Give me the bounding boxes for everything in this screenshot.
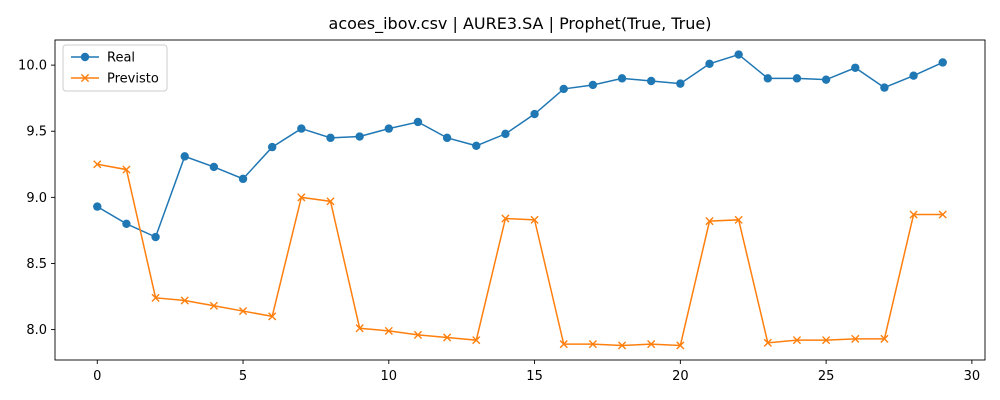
series-previsto xyxy=(93,160,947,350)
data-point xyxy=(413,117,423,127)
data-point xyxy=(676,341,685,350)
data-point xyxy=(617,74,627,83)
data-point xyxy=(151,293,160,302)
x-tick-label: 0 xyxy=(93,369,101,384)
data-point xyxy=(705,59,714,69)
data-point xyxy=(384,326,393,336)
data-point xyxy=(326,197,335,206)
data-point xyxy=(559,84,568,94)
data-point xyxy=(792,336,802,345)
data-point xyxy=(880,334,889,343)
data-point xyxy=(909,210,918,219)
series-line-previsto xyxy=(97,163,943,347)
legend-label: Previsto xyxy=(107,72,159,87)
legend-marker xyxy=(80,52,90,62)
data-point xyxy=(763,338,772,347)
data-point xyxy=(151,232,160,242)
axes: 0 5 10 15 20 25 30 8.0 8.5 9.0 9.5 10.0 xyxy=(18,39,986,384)
x-tick-label: 30 xyxy=(964,369,981,384)
data-point xyxy=(792,74,802,83)
y-tick-label: 8.5 xyxy=(26,257,47,272)
chart-title: acoes_ibov.csv | AURE3.SA | Prophet(True… xyxy=(329,14,712,34)
data-point xyxy=(763,74,773,83)
data-point xyxy=(501,214,510,223)
plot-area xyxy=(93,50,947,350)
data-point xyxy=(267,142,277,152)
data-point xyxy=(443,333,452,342)
data-point xyxy=(297,193,306,202)
data-point xyxy=(646,76,656,86)
data-point xyxy=(122,165,131,174)
data-point xyxy=(647,340,656,349)
x-tick-label: 25 xyxy=(818,369,835,384)
data-point xyxy=(180,152,189,161)
legend-label: Real xyxy=(107,51,135,66)
data-point xyxy=(938,210,947,219)
data-point xyxy=(355,324,364,333)
data-point xyxy=(326,133,335,143)
data-point xyxy=(93,202,102,211)
data-point xyxy=(238,306,248,316)
data-point xyxy=(530,215,539,224)
data-point xyxy=(676,79,685,88)
data-point xyxy=(297,124,306,133)
data-point xyxy=(617,341,627,350)
axes-frame xyxy=(54,39,986,361)
data-point xyxy=(209,162,219,172)
x-tick-label: 20 xyxy=(672,369,689,384)
data-point xyxy=(734,215,743,224)
data-point xyxy=(530,109,539,119)
data-point xyxy=(413,330,423,339)
legend: Real Previsto xyxy=(62,44,168,92)
data-point xyxy=(122,219,131,229)
series-real xyxy=(93,50,947,242)
y-tick-label: 8.0 xyxy=(26,323,47,338)
data-point xyxy=(822,336,831,345)
y-tick-label: 9.0 xyxy=(26,191,47,206)
legend-marker xyxy=(80,73,90,83)
x-tick-label: 15 xyxy=(526,369,543,384)
series-line-real xyxy=(96,53,944,239)
data-point xyxy=(442,133,452,143)
data-point xyxy=(821,75,831,84)
legend-entry-previsto: Previsto xyxy=(71,72,159,87)
data-point xyxy=(880,83,889,92)
data-point xyxy=(384,124,394,133)
legend-entry-real: Real xyxy=(71,51,135,66)
data-point xyxy=(268,312,277,321)
data-point xyxy=(588,80,598,90)
data-point xyxy=(472,141,481,150)
data-point xyxy=(909,71,918,80)
data-point xyxy=(851,63,860,72)
x-tick-label: 5 xyxy=(239,369,247,384)
data-point xyxy=(588,340,597,349)
data-point xyxy=(938,58,947,67)
data-point xyxy=(209,301,218,310)
data-point xyxy=(238,174,248,184)
data-point xyxy=(93,160,102,169)
data-point xyxy=(501,129,510,139)
data-point xyxy=(734,50,743,59)
y-tick-label: 10.0 xyxy=(18,59,47,74)
data-point xyxy=(559,340,568,349)
data-point xyxy=(180,296,189,305)
data-point xyxy=(705,217,714,226)
data-point xyxy=(355,132,364,141)
y-tick-label: 9.5 xyxy=(26,125,47,140)
x-tick-label: 10 xyxy=(381,369,398,384)
data-point xyxy=(851,334,860,343)
data-point xyxy=(472,336,481,345)
